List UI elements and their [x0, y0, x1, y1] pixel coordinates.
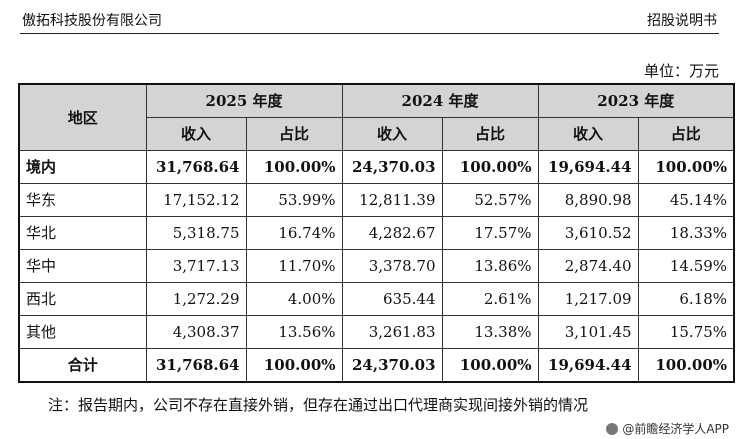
share-cell: 15.75%	[637, 315, 735, 349]
share-cell: 4.00%	[245, 282, 343, 316]
table-row: 西北 1,272.29 4.00% 635.44 2.61% 1,217.09 6.18%	[18, 282, 735, 316]
revenue-cell: 24,370.03	[341, 150, 443, 184]
share-cell: 11.70%	[245, 249, 343, 283]
revenue-by-region-table: 地区 2025 年度 2024 年度 2023 年度 收入 占比 收入 占比 收…	[18, 83, 736, 383]
region-header: 地区	[18, 83, 147, 151]
region-cell: 合计	[18, 348, 147, 383]
document-type: 招股说明书	[647, 13, 717, 29]
revenue-cell: 5,318.75	[145, 216, 247, 250]
revenue-cell: 24,370.03	[341, 348, 443, 383]
revenue-cell: 2,874.40	[537, 249, 639, 283]
share-cell: 52.57%	[441, 183, 539, 217]
share-cell: 100.00%	[637, 150, 735, 184]
region-cell: 华中	[18, 249, 147, 283]
revenue-header: 收入	[537, 117, 639, 151]
share-cell: 13.86%	[441, 249, 539, 283]
share-header: 占比	[245, 117, 343, 151]
share-cell: 100.00%	[441, 150, 539, 184]
share-cell: 14.59%	[637, 249, 735, 283]
revenue-cell: 31,768.64	[145, 150, 247, 184]
share-cell: 17.57%	[441, 216, 539, 250]
region-cell: 其他	[18, 315, 147, 349]
revenue-cell: 8,890.98	[537, 183, 639, 217]
revenue-cell: 3,101.45	[537, 315, 639, 349]
revenue-header: 收入	[341, 117, 443, 151]
region-cell: 华北	[18, 216, 147, 250]
header-divider	[20, 33, 719, 34]
table-row: 华北 5,318.75 16.74% 4,282.67 17.57% 3,610.52 18…	[18, 216, 735, 250]
revenue-cell: 635.44	[341, 282, 443, 316]
table-body: 境内 31,768.64 100.00% 24,370.03 100.00% 19,694…	[18, 150, 735, 383]
revenue-cell: 31,768.64	[145, 348, 247, 383]
share-cell: 13.56%	[245, 315, 343, 349]
share-header: 占比	[441, 117, 539, 151]
revenue-cell: 12,811.39	[341, 183, 443, 217]
share-cell: 45.14%	[637, 183, 735, 217]
revenue-cell: 3,261.83	[341, 315, 443, 349]
share-header: 占比	[637, 117, 735, 151]
share-cell: 100.00%	[441, 348, 539, 383]
share-cell: 6.18%	[637, 282, 735, 316]
revenue-cell: 1,217.09	[537, 282, 639, 316]
revenue-cell: 4,282.67	[341, 216, 443, 250]
revenue-cell: 3,378.70	[341, 249, 443, 283]
app-logo-icon	[606, 422, 619, 435]
company-name: 傲拓科技股份有限公司	[22, 13, 162, 29]
revenue-cell: 17,152.12	[145, 183, 247, 217]
table-row: 合计 31,768.64 100.00% 24,370.03 100.00% 19,694…	[18, 348, 735, 383]
share-cell: 100.00%	[637, 348, 735, 383]
revenue-cell: 3,717.13	[145, 249, 247, 283]
credit-text: @前瞻经济学人APP	[622, 422, 729, 436]
table-row: 境内 31,768.64 100.00% 24,370.03 100.00% 19,694…	[18, 150, 735, 184]
year-header-2023: 2023 年度	[537, 83, 735, 118]
unit-label: 单位：万元	[643, 62, 719, 80]
revenue-cell: 19,694.44	[537, 348, 639, 383]
revenue-cell: 3,610.52	[537, 216, 639, 250]
table-row: 华中 3,717.13 11.70% 3,378.70 13.86% 2,874.40 14…	[18, 249, 735, 283]
region-cell: 西北	[18, 282, 147, 316]
footnote: 注：报告期内，公司不存在直接外销，但存在通过出口代理商实现间接外销的情况	[48, 396, 589, 414]
share-cell: 100.00%	[245, 348, 343, 383]
share-cell: 53.99%	[245, 183, 343, 217]
region-cell: 华东	[18, 183, 147, 217]
table-row: 华东 17,152.12 53.99% 12,811.39 52.57% 8,890.98…	[18, 183, 735, 217]
table-row: 其他 4,308.37 13.56% 3,261.83 13.38% 3,101.45 15…	[18, 315, 735, 349]
share-cell: 18.33%	[637, 216, 735, 250]
share-cell: 2.61%	[441, 282, 539, 316]
revenue-header: 收入	[145, 117, 247, 151]
source-credit: @前瞻经济学人APP	[606, 420, 729, 437]
revenue-cell: 19,694.44	[537, 150, 639, 184]
share-cell: 100.00%	[245, 150, 343, 184]
region-cell: 境内	[18, 150, 147, 184]
revenue-cell: 4,308.37	[145, 315, 247, 349]
revenue-cell: 1,272.29	[145, 282, 247, 316]
year-header-2025: 2025 年度	[145, 83, 343, 118]
share-cell: 13.38%	[441, 315, 539, 349]
share-cell: 16.74%	[245, 216, 343, 250]
year-header-2024: 2024 年度	[341, 83, 539, 118]
